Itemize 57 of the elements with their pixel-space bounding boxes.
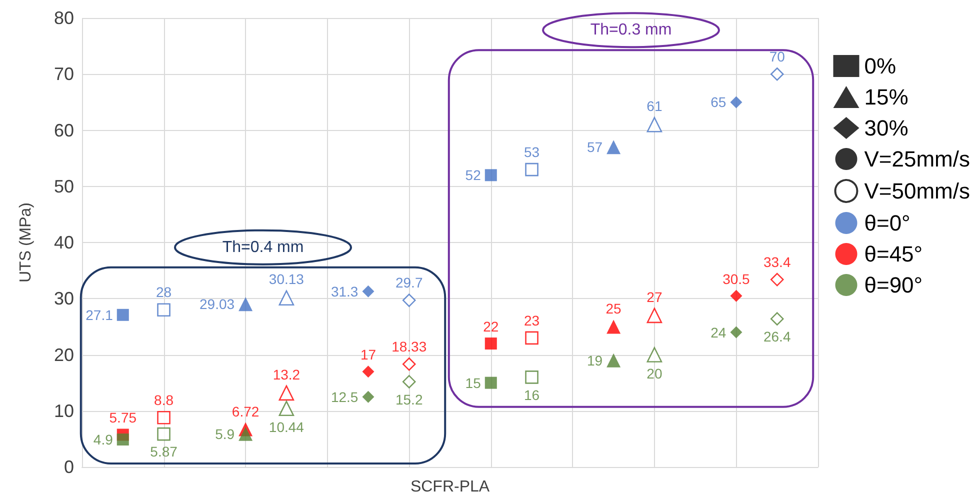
legend-label: V=50mm/s [864, 178, 970, 204]
data-label: 17 [360, 346, 376, 363]
data-label: 26.4 [763, 328, 791, 344]
y-tick-label: 50 [54, 176, 74, 196]
data-label: 6.72 [232, 403, 260, 420]
data-label: 20 [646, 365, 662, 382]
data-label: 18.33 [392, 338, 427, 354]
y-tick-label: 0 [64, 457, 74, 477]
data-label: 24 [710, 324, 726, 340]
data-label: 57 [586, 139, 603, 156]
data-label: 5.9 [215, 426, 235, 442]
legend-label: 30% [864, 116, 908, 140]
data-label: 16 [524, 386, 540, 403]
legend-label: 15% [864, 84, 908, 110]
data-label: 53 [524, 144, 540, 160]
data-label: 28 [156, 284, 172, 300]
y-tick-label: 30 [54, 288, 74, 309]
y-tick-label: 40 [54, 232, 74, 252]
data-label: 31.3 [330, 283, 358, 300]
data-label: 61 [646, 98, 662, 114]
data-label: 19 [586, 352, 603, 368]
data-label: 5.87 [150, 444, 178, 460]
data-label: 29.7 [395, 274, 423, 291]
data-label: 15 [465, 374, 482, 391]
data-label: 23 [524, 312, 540, 328]
data-label: 27 [646, 288, 662, 305]
data-label: 25 [606, 300, 622, 317]
data-label: 13.2 [272, 366, 300, 382]
y-axis-title: UTS (MPa) [18, 202, 34, 282]
data-label: 30.5 [722, 270, 750, 287]
data-label: 65 [710, 94, 726, 110]
y-tick-label: 10 [54, 400, 74, 421]
y-tick-label: 80 [54, 8, 74, 28]
data-label: 12.5 [330, 388, 358, 405]
data-label: 22 [483, 318, 499, 335]
annotation: Th=0.3 mm [590, 22, 672, 39]
x-axis-title: SCFR-PLA [410, 478, 490, 496]
data-label: 27.1 [86, 306, 114, 323]
y-tick-label: 20 [54, 344, 74, 365]
legend-label: θ=0° [864, 210, 910, 236]
data-label: 30.13 [268, 271, 304, 288]
data-label: 15.2 [395, 391, 423, 408]
legend-label: V=25mm/s [864, 146, 970, 172]
data-label: 52 [465, 167, 482, 184]
legend-label: θ=90° [864, 272, 923, 298]
data-label: 8.8 [154, 392, 174, 408]
data-label: 5.75 [109, 410, 137, 426]
data-label: 29.03 [200, 296, 235, 312]
legend-label: θ=45° [864, 242, 923, 266]
data-label: 4.9 [93, 432, 114, 448]
y-tick-label: 60 [54, 120, 74, 140]
data-label: 70 [769, 48, 786, 64]
legend-label: 0% [864, 54, 896, 78]
y-tick-label: 70 [54, 64, 74, 84]
data-label: 10.44 [268, 419, 304, 436]
data-label: 33.4 [763, 254, 791, 270]
annotation: Th=0.4 mm [222, 238, 304, 256]
